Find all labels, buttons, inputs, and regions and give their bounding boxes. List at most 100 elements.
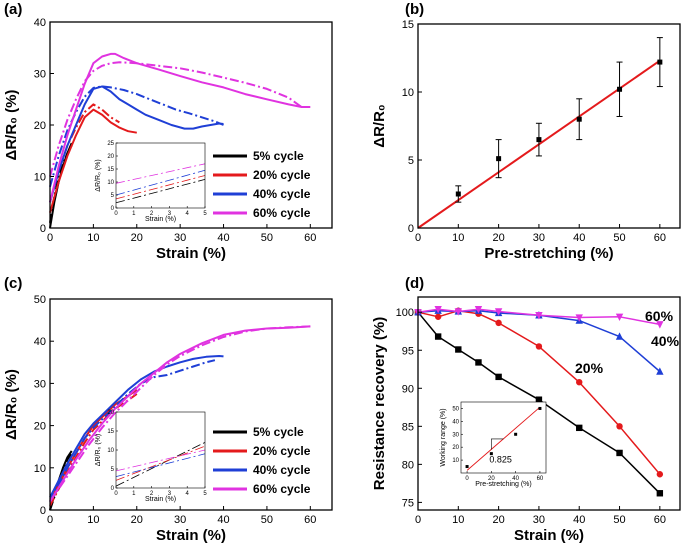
y-axis-label: ΔR/R₀ (371, 104, 388, 147)
x-tick-label: 20 (492, 514, 504, 526)
series-line (49, 393, 138, 507)
inset-line (115, 163, 206, 184)
data-point (455, 346, 462, 353)
inset-line (115, 445, 206, 481)
y-tick-label: 15 (107, 429, 114, 435)
x-tick-label: 1 (132, 211, 136, 217)
plot-frame (417, 23, 681, 229)
y-tick-label: 95 (402, 345, 414, 357)
series-line (417, 309, 661, 373)
series-line (49, 355, 224, 498)
y-tick-label: 5 (111, 467, 115, 473)
data-point (656, 490, 664, 497)
x-tick-label: 40 (217, 232, 229, 244)
data-point (576, 116, 582, 122)
inset-frame (115, 142, 206, 209)
x-tick-label: 0 (114, 491, 118, 497)
x-tick-label: 60 (537, 476, 544, 482)
y-tick-label: 20 (34, 120, 46, 132)
x-tick-label: 60 (304, 514, 316, 526)
inset-series (115, 163, 206, 204)
y-tick-label: 100 (396, 307, 414, 319)
x-tick-label: 4 (186, 211, 190, 217)
y-axis-label: ΔR/R₀ (%) (3, 369, 20, 440)
y-tick-label: 50 (452, 406, 459, 412)
inset-line (115, 449, 206, 472)
axes: 0 10 20 30 40 50 60 0 5 10 15 Pre-stretching (%) ΔR/… (371, 19, 681, 262)
data-point (494, 308, 503, 316)
x-tick-label: 50 (613, 232, 625, 244)
legend-label: 20% cycle (253, 168, 311, 182)
data-point (656, 321, 664, 329)
data-point (454, 308, 463, 316)
plot-frame (417, 296, 681, 511)
series-label: 40% (651, 333, 680, 349)
x-tick-label: 50 (261, 514, 273, 526)
y-tick-label: 20 (107, 154, 114, 160)
x-axis-label: Strain (%) (145, 216, 176, 223)
data-point (617, 86, 623, 92)
y-axis-label: Resistance recovery (%) (371, 317, 388, 490)
series-line (49, 325, 311, 503)
y-axis-label: ΔR/R₀ (%) (95, 434, 102, 466)
x-tick-label: 30 (533, 232, 545, 244)
y-tick-label: 75 (402, 497, 414, 509)
series-group (49, 52, 311, 229)
y-axis-label: ΔR/R₀ (%) (3, 90, 20, 161)
slope-triangle (491, 438, 504, 450)
x-tick-label: 0 (415, 232, 421, 244)
data-point (495, 373, 502, 381)
y-tick-label: 30 (452, 432, 459, 438)
x-tick-label: 60 (654, 514, 666, 526)
x-tick-label: 40 (512, 476, 519, 482)
panel-label: (c) (4, 275, 22, 292)
y-tick-label: 50 (34, 294, 46, 306)
y-tick-label: 0 (111, 206, 115, 212)
y-tick-label: 85 (402, 421, 414, 433)
x-axis-label: Strain (%) (156, 527, 226, 543)
x-tick-label: 5 (203, 211, 207, 217)
series-label: 20% (575, 360, 604, 376)
inset-background (116, 412, 205, 488)
data-point (434, 305, 442, 314)
x-tick-label: 3 (168, 491, 172, 497)
data-point (576, 424, 583, 432)
data-point (455, 191, 461, 197)
series-group (49, 325, 311, 511)
legend: 5% cycle 20% cycle 40% cycle 60% cycle (213, 425, 311, 496)
series-line (49, 85, 224, 203)
y-tick-label: 25 (107, 141, 114, 147)
inset-point (465, 465, 469, 469)
y-tick-label: 5 (408, 155, 414, 167)
x-tick-label: 40 (573, 232, 585, 244)
data-point (656, 471, 664, 478)
panel-label: (b) (405, 1, 424, 18)
y-tick-label: 40 (452, 419, 459, 425)
data-point (616, 449, 623, 457)
plot-frame (49, 298, 333, 511)
data-point (535, 312, 543, 320)
x-axis-label: Strain (%) (145, 496, 176, 503)
legend-label: 60% cycle (253, 206, 311, 220)
x-tick-label: 0 (114, 211, 118, 217)
series-group (417, 37, 663, 229)
x-tick-label: 20 (492, 232, 504, 244)
x-tick-label: 0 (465, 476, 469, 482)
x-tick-label: 10 (87, 232, 99, 244)
y-tick-label: 20 (34, 421, 46, 433)
y-axis-label: Working range (%) (440, 408, 447, 466)
slope-label: 0.825 (489, 455, 512, 465)
inset-axes: 0 20 40 60 10 20 30 40 50 Pre-stretching (%) Worki… (440, 401, 547, 488)
inset-line (115, 179, 206, 204)
x-axis-label: Pre-stretching (%) (475, 481, 531, 488)
series-line (49, 52, 311, 203)
legend-label: 40% cycle (253, 187, 311, 201)
data-point (657, 59, 663, 65)
panel-label: (d) (405, 275, 424, 292)
x-tick-label: 2 (150, 491, 154, 497)
y-tick-label: 10 (402, 87, 414, 99)
data-point (474, 305, 483, 314)
y-tick-label: 0 (111, 486, 115, 492)
x-axis-label: Strain (%) (514, 527, 584, 543)
